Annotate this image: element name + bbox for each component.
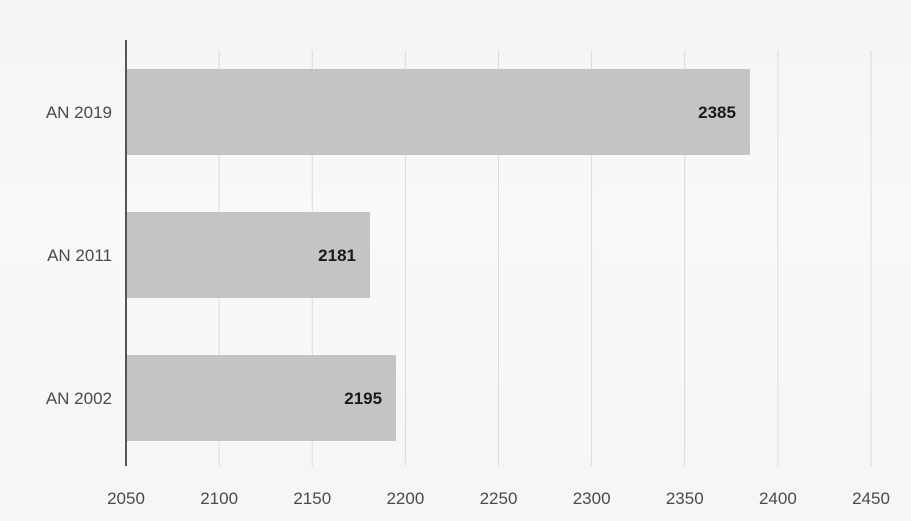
data-label-an-2002: 2195 bbox=[344, 389, 382, 408]
bar-an-2019 bbox=[126, 69, 750, 155]
x-tick-label-2450: 2450 bbox=[852, 489, 890, 508]
x-tick-label-2300: 2300 bbox=[573, 489, 611, 508]
category-label-an-2002: AN 2002 bbox=[46, 389, 112, 408]
category-label-an-2011: AN 2011 bbox=[47, 246, 112, 265]
bar-an-2011 bbox=[126, 212, 370, 298]
labels: 2050 2100 2150 2200 2250 2300 2350 2400 2450 AN 2… bbox=[46, 103, 890, 508]
x-tick-label-2250: 2250 bbox=[480, 489, 518, 508]
x-tick-label-2050: 2050 bbox=[107, 489, 145, 508]
category-label-an-2019: AN 2019 bbox=[46, 103, 112, 122]
bar-an-2002 bbox=[126, 355, 397, 441]
bars bbox=[126, 69, 750, 441]
x-tick-label-2200: 2200 bbox=[386, 489, 424, 508]
x-tick-label-2350: 2350 bbox=[666, 489, 704, 508]
data-label-an-2011: 2181 bbox=[318, 246, 356, 265]
x-tick-label-2400: 2400 bbox=[759, 489, 797, 508]
data-label-an-2019: 2385 bbox=[698, 103, 736, 122]
x-tick-label-2150: 2150 bbox=[293, 489, 331, 508]
x-tick-label-2100: 2100 bbox=[200, 489, 238, 508]
